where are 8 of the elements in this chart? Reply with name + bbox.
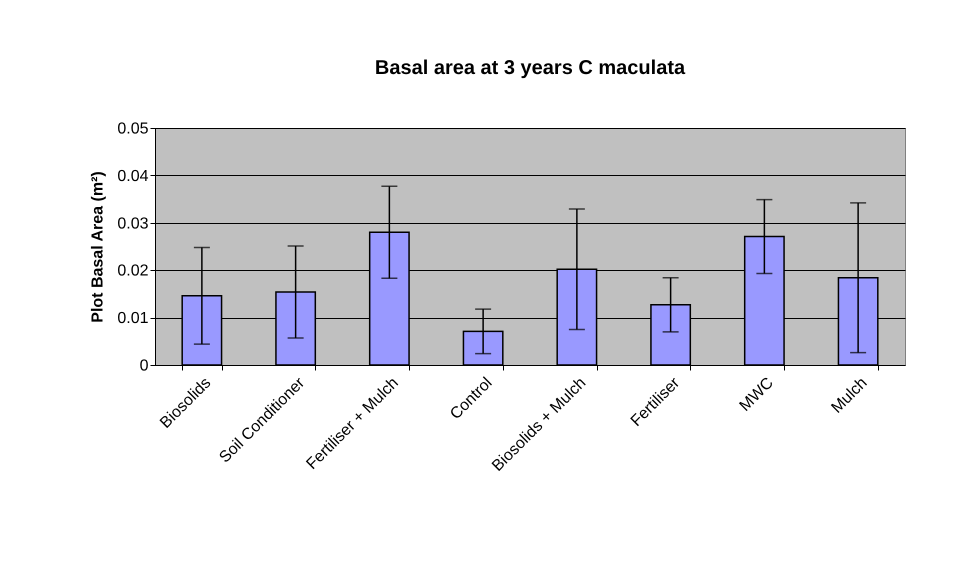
y-tick-label: 0.03 (117, 215, 149, 232)
y-tick-label: 0.02 (117, 262, 149, 280)
y-axis-title: Plot Basal Area (m²) (89, 171, 106, 323)
chart-title: Basal area at 3 years C maculata (374, 57, 686, 79)
y-tick-label: 0.05 (117, 120, 149, 138)
y-tick-label: 0.04 (117, 168, 149, 185)
y-tick-label: 0 (140, 358, 149, 374)
y-tick-label: 0.01 (117, 310, 149, 328)
